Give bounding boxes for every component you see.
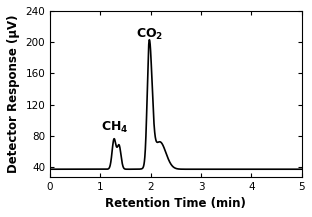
Text: $\mathbf{CO_2}$: $\mathbf{CO_2}$ xyxy=(136,26,163,42)
Y-axis label: Detector Response (μV): Detector Response (μV) xyxy=(7,15,20,173)
Text: $\mathbf{CH_4}$: $\mathbf{CH_4}$ xyxy=(101,120,128,135)
X-axis label: Retention Time (min): Retention Time (min) xyxy=(105,197,246,210)
